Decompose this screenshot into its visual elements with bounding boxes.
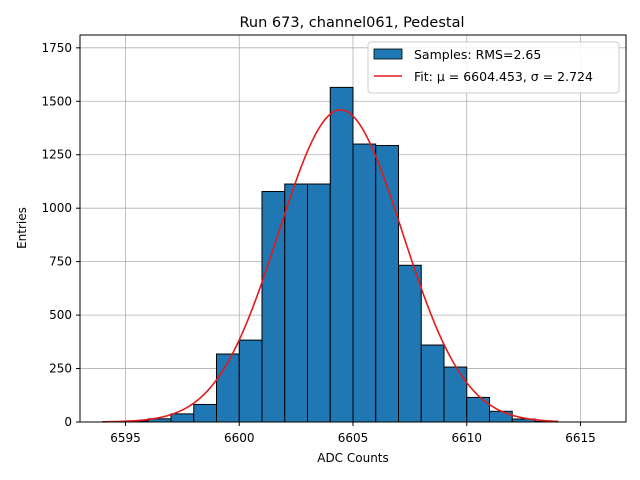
legend-label-fit: Fit: μ = 6604.453, σ = 2.724 <box>414 69 593 84</box>
histogram-bar <box>307 183 331 423</box>
x-tick-label: 6605 <box>338 431 369 445</box>
histogram-bar <box>216 353 240 423</box>
y-tick-label: 1750 <box>41 41 72 55</box>
y-tick-label: 1000 <box>41 201 72 215</box>
histogram-bar <box>466 396 490 423</box>
y-tick-label: 0 <box>64 415 72 429</box>
fit-curve <box>102 109 558 423</box>
y-axis-ticks: 0 250 500 750 1000 1250 1500 1750 <box>41 41 80 429</box>
histogram-bar <box>238 339 263 423</box>
legend: Samples: RMS=2.65 Fit: μ = 6604.453, σ =… <box>367 41 620 94</box>
histogram-bar <box>193 403 217 423</box>
histogram-bar <box>489 410 513 423</box>
histogram-bar <box>170 413 195 423</box>
x-axis-ticks: 6595 6600 6605 6610 6615 <box>110 422 596 445</box>
x-tick-label: 6615 <box>565 431 596 445</box>
y-axis-label: Entries <box>15 207 29 249</box>
y-tick-label: 750 <box>49 255 72 269</box>
legend-box <box>367 41 620 94</box>
histogram-bar <box>352 143 377 423</box>
legend-swatch-samples <box>373 48 403 60</box>
histogram-bar <box>398 264 422 423</box>
x-tick-label: 6600 <box>224 431 255 445</box>
chart-title: Run 673, channel061, Pedestal <box>239 15 464 31</box>
y-tick-label: 500 <box>49 308 72 322</box>
y-tick-label: 1250 <box>41 148 72 162</box>
histogram-bar <box>420 344 445 423</box>
x-tick-label: 6610 <box>451 431 482 445</box>
y-tick-label: 250 <box>49 362 72 376</box>
histogram-bar <box>329 86 354 423</box>
x-tick-label: 6595 <box>110 431 141 445</box>
y-tick-label: 1500 <box>41 94 72 108</box>
legend-label-samples: Samples: RMS=2.65 <box>414 47 541 62</box>
histogram-bar <box>443 366 468 423</box>
histogram-bars <box>102 86 559 423</box>
histogram-bar <box>284 183 308 423</box>
x-axis-label: ADC Counts <box>317 451 389 465</box>
